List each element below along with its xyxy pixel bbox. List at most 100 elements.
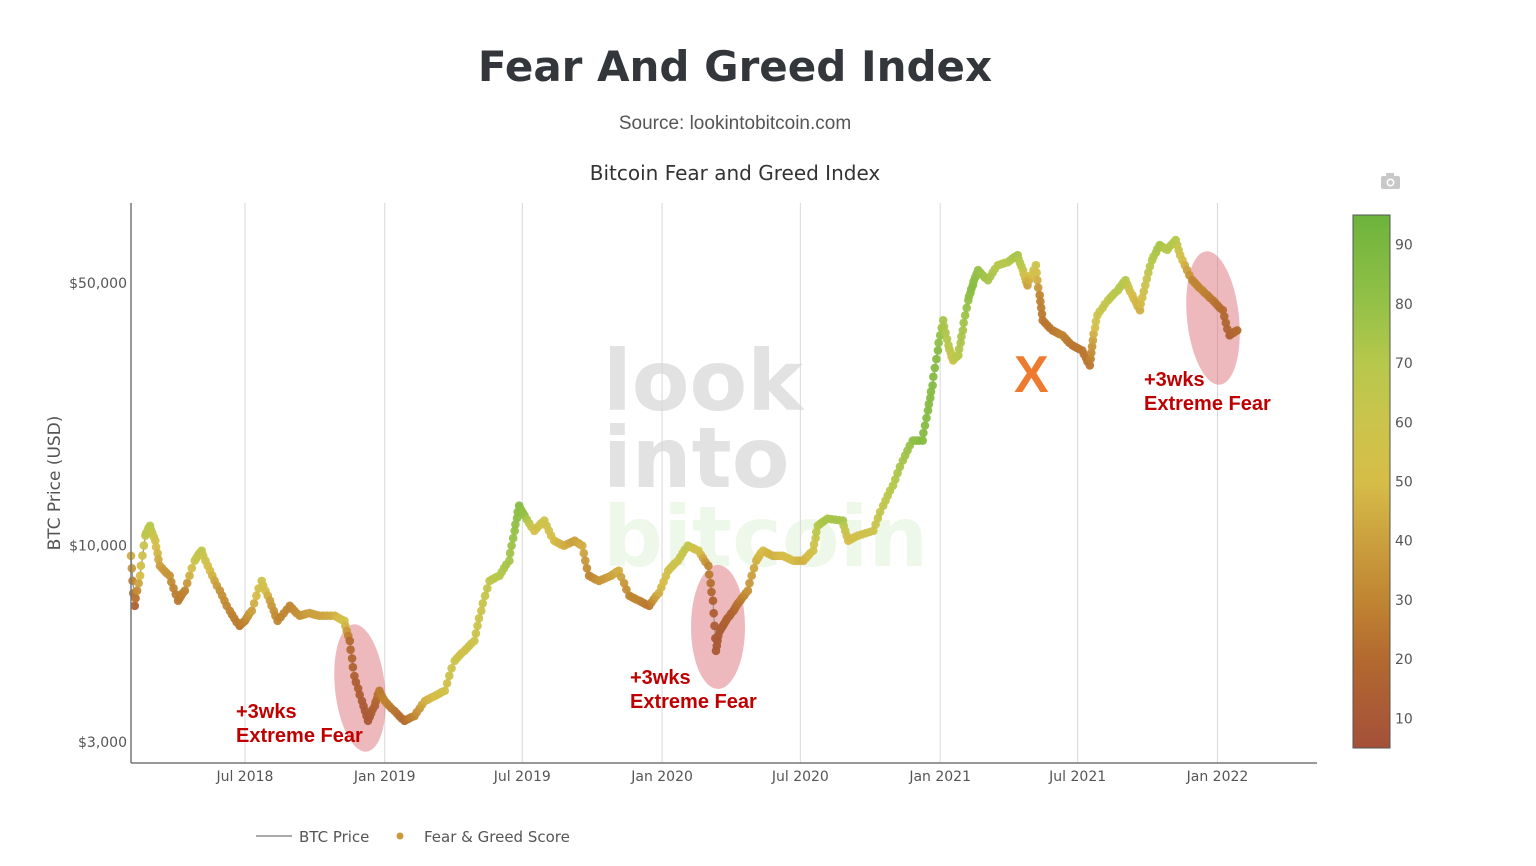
data-point <box>182 578 192 588</box>
data-point <box>480 591 490 601</box>
data-point <box>138 551 147 560</box>
data-point <box>474 614 484 623</box>
data-point <box>1090 323 1100 333</box>
data-point <box>1036 297 1045 306</box>
x-tick-label: Jan 2019 <box>353 769 416 785</box>
colorbar: 10 20 30 40 50 60 70 80 90 <box>1352 214 1413 749</box>
x-tick-label: Jul 2021 <box>1048 769 1106 785</box>
data-point <box>347 654 357 663</box>
data-point <box>708 596 718 605</box>
data-point <box>923 406 933 415</box>
data-point <box>918 436 927 445</box>
annotation-2018-line1: +3wks <box>236 701 297 723</box>
y-tick-label: $50,000 <box>69 276 127 292</box>
data-point <box>1087 342 1097 351</box>
data-point <box>127 564 137 573</box>
data-point <box>185 571 194 580</box>
legend-label-fear-greed: Fear & Greed Score <box>424 828 570 846</box>
legend-item-btc-price[interactable]: BTC Price <box>256 828 369 846</box>
legend-label-btc-price: BTC Price <box>299 828 369 846</box>
data-point <box>743 586 753 595</box>
data-point <box>926 393 935 403</box>
data-point <box>704 570 714 579</box>
data-point <box>954 351 963 360</box>
data-point <box>135 571 145 580</box>
camera-icon[interactable] <box>1381 173 1400 189</box>
data-point <box>928 381 937 390</box>
chart-title: Bitcoin Fear and Greed Index <box>590 161 881 185</box>
annotation-2020: +3wks Extreme Fear <box>630 667 757 713</box>
data-point <box>505 548 515 558</box>
x-tick-label: Jul 2020 <box>771 769 829 785</box>
data-point <box>956 338 965 348</box>
page-subtitle: Source: lookintobitcoin.com <box>618 113 852 134</box>
data-point <box>960 311 970 320</box>
colorbar-tick-label: 40 <box>1395 534 1413 550</box>
data-point <box>447 664 456 673</box>
annotation-2018-line2: Extreme Fear <box>236 725 363 747</box>
data-point <box>440 686 450 696</box>
data-point <box>477 606 486 616</box>
data-point <box>933 346 943 355</box>
data-point <box>934 338 943 348</box>
data-point <box>512 513 522 523</box>
data-point <box>747 571 756 580</box>
data-point <box>151 536 160 545</box>
colorbar-tick-label: 50 <box>1395 475 1413 491</box>
annotation-2022-line2: Extreme Fear <box>1144 393 1271 415</box>
legend-item-fear-greed[interactable]: Fear & Greed Score <box>396 828 570 846</box>
data-point <box>442 679 452 688</box>
data-point <box>958 326 968 335</box>
watermark-look: look <box>603 332 805 430</box>
annotation-2022-line1: +3wks <box>1144 369 1205 391</box>
data-point <box>139 541 149 550</box>
annotation-2018: +3wks Extreme Fear <box>236 701 363 747</box>
data-point <box>919 428 928 438</box>
annotation-2020-line2: Extreme Fear <box>630 691 757 713</box>
x-tick-label: Jul 2018 <box>215 769 273 785</box>
colorbar-tick-label: 10 <box>1395 711 1413 727</box>
data-point <box>249 599 259 608</box>
data-point <box>136 561 146 570</box>
data-point <box>130 601 140 611</box>
data-point <box>510 526 519 536</box>
data-point <box>187 563 197 573</box>
colorbar-gradient <box>1352 214 1391 749</box>
data-point <box>445 671 454 681</box>
data-point <box>1033 283 1043 293</box>
data-point <box>473 621 482 631</box>
x-tick-label: Jan 2021 <box>908 769 971 785</box>
data-point <box>962 303 971 313</box>
data-point <box>710 621 719 631</box>
x-tick-label: Jan 2020 <box>630 769 693 785</box>
data-point <box>929 372 938 382</box>
colorbar-tick-label: 20 <box>1395 652 1413 668</box>
data-point <box>920 421 930 430</box>
data-point <box>707 587 716 597</box>
data-point <box>582 563 592 573</box>
legend-marker-swatch <box>396 832 404 840</box>
fear-greed-markers <box>126 235 1242 726</box>
data-point <box>938 316 948 325</box>
data-point <box>811 533 820 543</box>
y-axis-label: BTC Price (USD) <box>45 416 65 551</box>
colorbar-tick-label: 90 <box>1395 238 1413 254</box>
data-point <box>134 578 143 588</box>
data-point <box>749 563 759 573</box>
colorbar-tick-label: 30 <box>1395 593 1413 609</box>
data-point <box>1232 326 1242 335</box>
colorbar-tick-label: 60 <box>1395 415 1413 431</box>
annotation-2020-line1: +3wks <box>630 667 691 689</box>
data-point <box>1031 260 1041 270</box>
y-tick-label: $10,000 <box>69 539 127 555</box>
data-point <box>1035 290 1044 300</box>
data-point <box>1037 309 1047 319</box>
data-point <box>1088 336 1098 345</box>
data-point <box>132 586 142 595</box>
x-gridlines <box>244 203 1218 763</box>
data-series <box>126 235 1242 726</box>
data-point <box>709 608 718 618</box>
annotation-x-mark: X <box>1014 346 1049 404</box>
data-point <box>581 556 590 565</box>
